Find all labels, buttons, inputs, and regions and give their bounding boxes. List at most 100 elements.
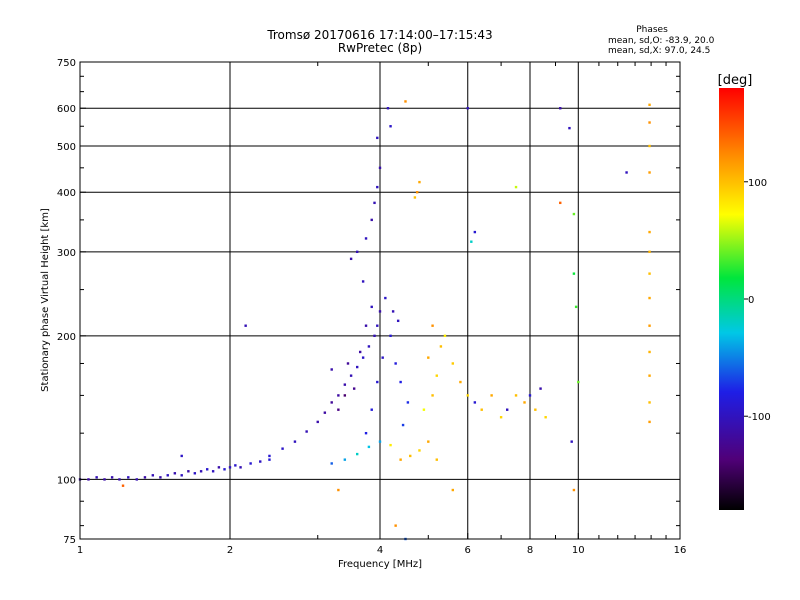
stats-heading: Phases <box>636 25 668 35</box>
data-point <box>337 488 340 492</box>
data-point <box>349 257 353 261</box>
data-point <box>439 345 443 348</box>
data-point <box>337 394 340 397</box>
data-point <box>330 401 333 404</box>
data-point <box>352 387 356 390</box>
data-point <box>180 474 183 477</box>
data-point <box>373 201 376 205</box>
data-point <box>268 458 271 461</box>
x-tick-label: 2 <box>227 545 233 556</box>
data-point <box>349 374 353 377</box>
data-point <box>648 250 651 254</box>
x-tick-label: 6 <box>465 545 471 556</box>
x-tick-label: 10 <box>572 545 585 556</box>
data-point <box>648 272 651 275</box>
data-point <box>316 420 319 424</box>
data-point <box>121 484 125 487</box>
data-point <box>118 478 121 481</box>
data-point <box>378 166 382 170</box>
data-point <box>399 458 402 461</box>
data-point <box>431 324 434 327</box>
y-tick-label: 75 <box>63 535 76 546</box>
data-point <box>337 408 340 411</box>
data-point <box>648 103 651 107</box>
data-point <box>570 440 573 443</box>
data-point <box>427 440 430 443</box>
stats-x-mode: mean, sd,X: 97.0, 24.5 <box>608 46 710 56</box>
data-point <box>528 394 532 397</box>
data-point <box>394 524 397 527</box>
y-axis-ticks: 75 100 200 300 400 500 600 750 <box>57 58 680 546</box>
data-point <box>323 411 327 414</box>
data-point <box>381 356 384 359</box>
data-point <box>559 201 562 205</box>
data-point <box>648 144 651 148</box>
data-point <box>364 324 368 327</box>
data-point <box>544 416 547 419</box>
data-point <box>343 383 347 386</box>
data-point <box>435 374 438 377</box>
data-point <box>473 401 477 404</box>
data-point <box>523 401 526 404</box>
data-point <box>572 488 576 492</box>
data-point <box>268 454 271 458</box>
data-point <box>361 356 365 359</box>
data-point <box>406 401 410 404</box>
data-point <box>389 334 392 338</box>
data-point <box>648 324 651 327</box>
data-point <box>330 368 333 371</box>
data-point <box>648 230 651 234</box>
data-point <box>574 305 578 309</box>
data-point <box>391 310 395 313</box>
y-axis-label: Stationary phase Virtual Height [km] <box>40 208 51 392</box>
data-point <box>466 107 469 110</box>
data-point <box>343 394 347 397</box>
data-point <box>648 171 651 174</box>
data-point <box>648 296 651 300</box>
x-axis-ticks: 1 2 4 6 8 10 16 <box>77 62 686 556</box>
y-tick-label: 600 <box>57 104 76 115</box>
data-point <box>358 350 362 354</box>
data-point <box>466 394 469 397</box>
data-point <box>539 387 542 390</box>
data-point <box>159 476 162 479</box>
data-point <box>205 468 209 471</box>
data-point <box>648 420 651 424</box>
data-point <box>173 472 177 475</box>
data-point <box>443 334 447 338</box>
data-point <box>559 107 562 110</box>
data-point <box>514 394 518 397</box>
data-point <box>577 380 580 384</box>
colorbar <box>719 88 744 510</box>
data-point <box>364 431 368 435</box>
y-tick-label: 400 <box>57 188 76 199</box>
data-point <box>505 408 509 411</box>
data-point <box>259 460 262 463</box>
data-point <box>367 445 371 449</box>
data-point <box>422 408 426 411</box>
data-point <box>370 218 373 222</box>
data-point <box>409 454 412 458</box>
data-point <box>376 324 379 327</box>
data-point <box>459 380 462 384</box>
y-tick-label: 100 <box>57 475 76 486</box>
data-point <box>249 462 252 465</box>
stats-o-mode: mean, sd,O: -83.9, 20.0 <box>608 36 715 46</box>
data-point <box>193 472 197 475</box>
data-point <box>364 237 368 240</box>
data-point <box>239 466 242 469</box>
data-point <box>234 464 237 467</box>
data-point <box>384 296 387 300</box>
data-point <box>389 125 392 128</box>
data-point <box>199 470 203 473</box>
data-point <box>330 462 333 465</box>
y-tick-label: 300 <box>57 248 76 259</box>
data-point <box>568 126 571 130</box>
data-point <box>394 362 397 365</box>
data-point <box>572 272 576 275</box>
data-point <box>431 394 434 397</box>
data-point <box>572 212 576 216</box>
data-point <box>534 408 537 411</box>
data-point <box>396 319 400 323</box>
